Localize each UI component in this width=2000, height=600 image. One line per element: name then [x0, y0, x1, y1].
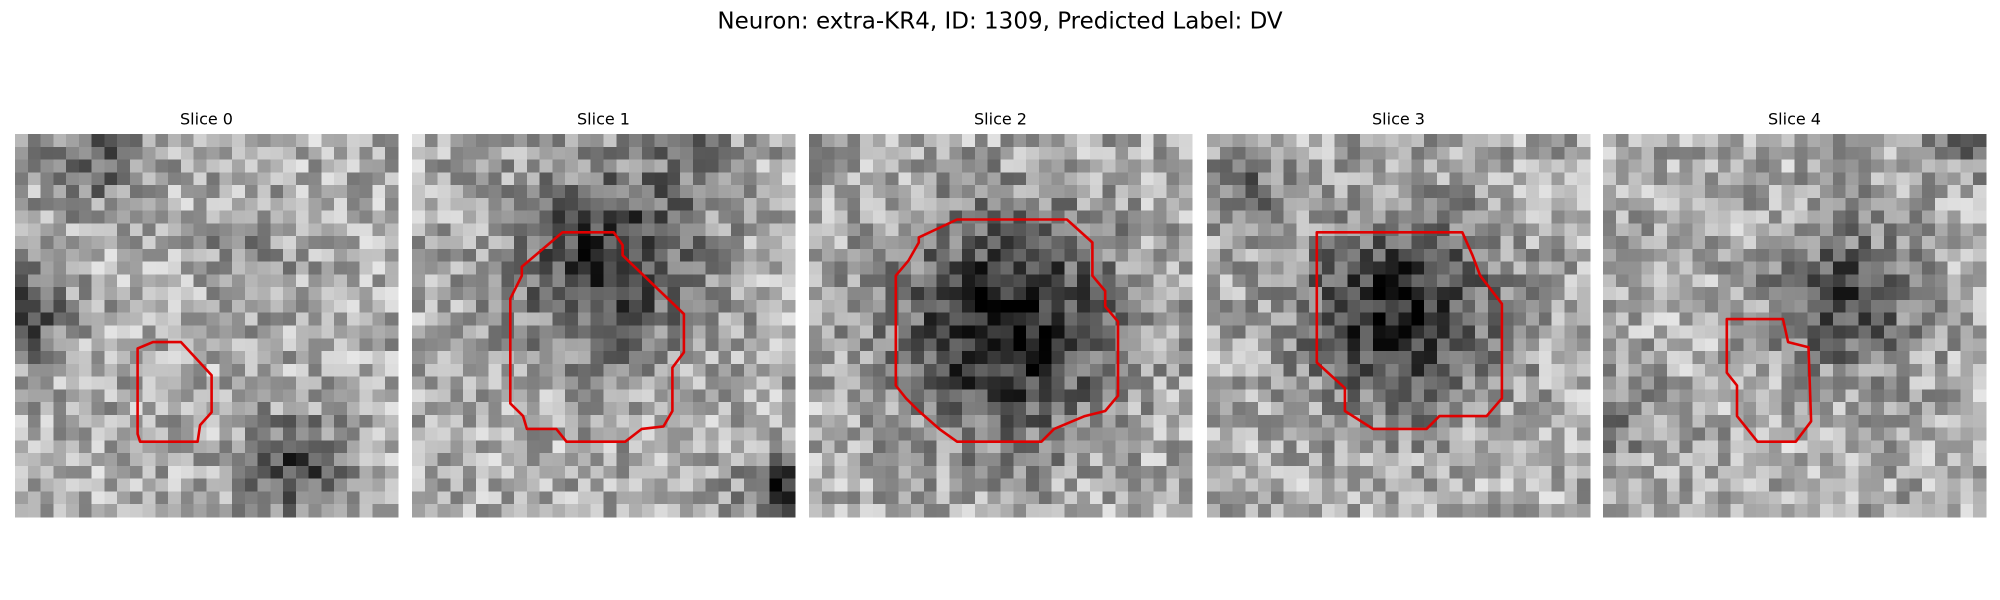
panels: Slice 0 Slice 1 Slice 2 Slice 3 Slice 4	[15, 110, 1987, 518]
segmentation-contour	[1315, 231, 1504, 431]
slice-title: Slice 1	[577, 110, 630, 129]
slice-image	[1207, 134, 1591, 518]
slice-image	[15, 134, 399, 518]
segmentation-contour	[894, 218, 1120, 444]
slice-title: Slice 0	[180, 110, 233, 129]
slice-image	[1603, 134, 1987, 518]
segmentation-contour	[508, 231, 686, 444]
figure-title: Neuron: extra-KR4, ID: 1309, Predicted L…	[717, 9, 1283, 35]
slice-image	[412, 134, 796, 518]
segmentation-contour	[1725, 317, 1813, 444]
slice-title: Slice 2	[974, 110, 1027, 129]
segmentation-contour	[136, 340, 213, 444]
slice-title: Slice 4	[1768, 110, 1821, 129]
slice-panel: Slice 4	[1603, 110, 1987, 518]
slice-title: Slice 3	[1372, 110, 1425, 129]
slice-panel: Slice 2	[809, 110, 1193, 518]
slice-panel: Slice 1	[412, 110, 796, 518]
slice-image	[809, 134, 1193, 518]
slice-panel: Slice 0	[15, 110, 399, 518]
slice-panel: Slice 3	[1207, 110, 1591, 518]
